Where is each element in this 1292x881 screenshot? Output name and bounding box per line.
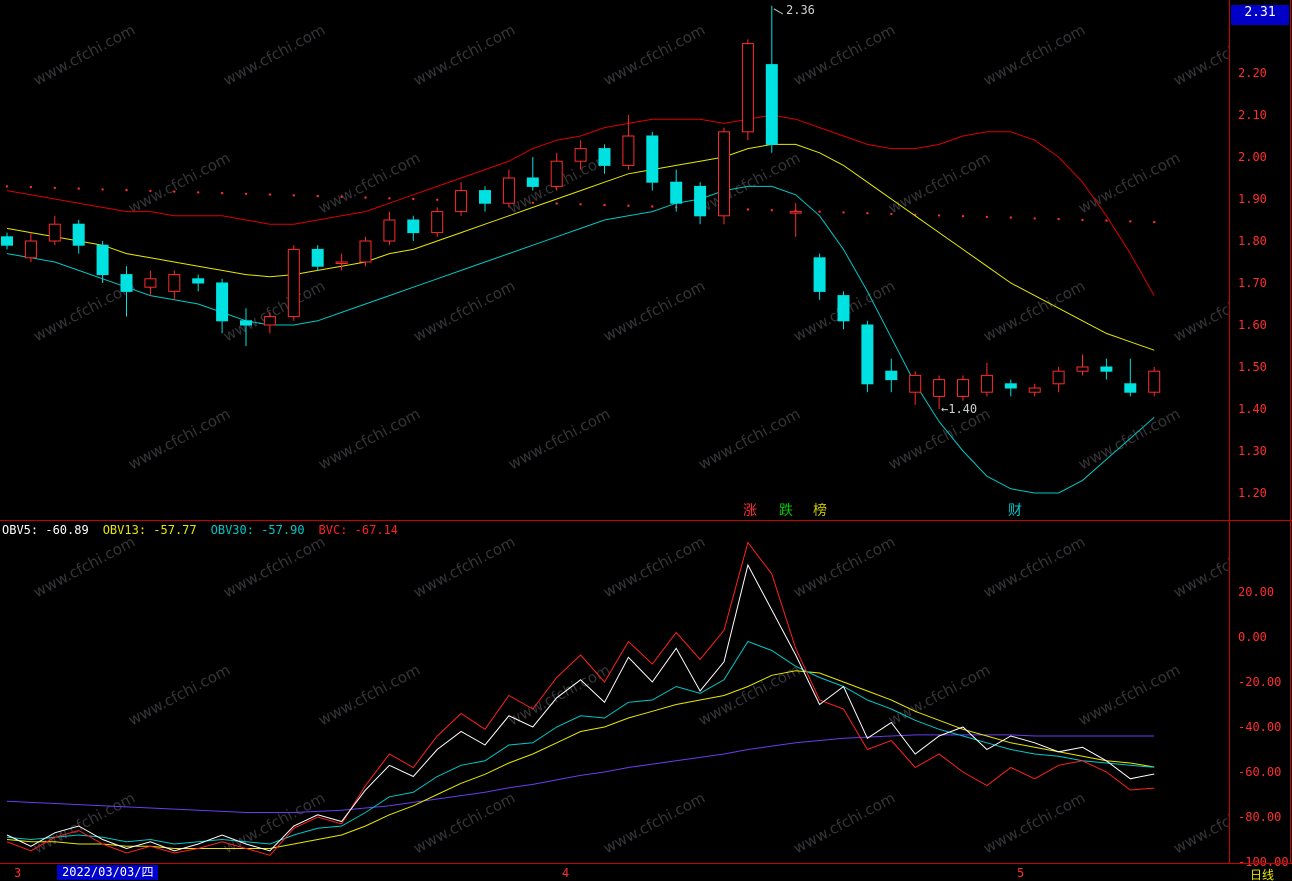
period-label[interactable]: 日线	[1250, 868, 1275, 881]
selected-date-chip[interactable]: 2022/03/03/四	[57, 865, 159, 880]
frame-line-vertical-right	[1290, 0, 1291, 863]
axis-tick-label: 2.10	[1238, 108, 1267, 122]
axis-tick-label: 2.00	[1238, 150, 1267, 164]
axis-tick-label: 1.20	[1238, 486, 1267, 500]
obv-legend-item: OBV13: -57.77	[102, 523, 197, 537]
frame-line-panel-divider	[0, 520, 1292, 521]
link-finance[interactable]: 财	[1008, 503, 1022, 519]
high-price-annotation: 2.36	[786, 3, 815, 17]
date-axis-bar: 3 2022/03/03/四 4 5 日线	[0, 864, 1292, 881]
obv-series-OBV5	[6, 563, 1155, 852]
quick-links-bar: 涨 跌 榜 财	[0, 502, 1229, 520]
frame-line-date-axis	[0, 863, 1292, 864]
latest-price-tag: 2.31	[1231, 5, 1289, 25]
axis-tick-label: 1.30	[1238, 444, 1267, 458]
month-label-3: 3	[14, 866, 22, 880]
high-annotation-pointer	[773, 8, 784, 15]
obv-series-OBV30	[6, 640, 1155, 845]
obv-chart-canvas[interactable]	[0, 521, 1229, 863]
axis-tick-label: -80.00	[1238, 810, 1282, 824]
axis-tick-label: -60.00	[1238, 765, 1282, 779]
boll-mid-line	[6, 143, 1155, 351]
boll-lower-line	[6, 185, 1155, 494]
month-label-5: 5	[1017, 866, 1025, 880]
link-gainers[interactable]: 涨	[743, 503, 757, 519]
month-label-4: 4	[562, 866, 570, 880]
obv-series-unlabeled-purple	[6, 734, 1155, 813]
axis-tick-label: 1.60	[1238, 318, 1267, 332]
frame-line-vertical	[1229, 0, 1230, 863]
axis-tick-label: 20.00	[1238, 585, 1275, 599]
candles-group	[1, 5, 1161, 409]
axis-tick-label: -20.00	[1238, 675, 1282, 689]
obv-series-BVC	[6, 541, 1155, 856]
axis-tick-label: -100.00	[1238, 855, 1289, 869]
low-price-annotation: ←1.40	[941, 402, 978, 416]
axis-tick-label: 0.00	[1238, 630, 1267, 644]
obv-legend-item: BVC: -67.14	[318, 523, 399, 537]
axis-tick-label: 1.40	[1238, 402, 1267, 416]
obv-legend-item: OBV5: -60.89	[2, 523, 89, 537]
obv-value-axis: 20.00 0.00 -20.00 -40.00 -60.00 -80.00 -100.00	[1230, 521, 1292, 869]
link-ranking[interactable]: 榜	[813, 503, 827, 519]
kline-chart-canvas[interactable]	[0, 0, 1229, 503]
obv-series-OBV13	[6, 670, 1155, 849]
axis-tick-label: 1.80	[1238, 234, 1267, 248]
boll-upper-line	[6, 114, 1155, 296]
price-axis: 2.20 2.10 2.00 1.90 1.80 1.70 1.60 1.50 1.40 1.30…	[1230, 0, 1292, 520]
obv-indicator-legend: OBV5: -60.89 OBV13: -57.77 OBV30: -57.90 BV…	[2, 523, 398, 537]
axis-tick-label: 1.90	[1238, 192, 1267, 206]
link-losers[interactable]: 跌	[779, 503, 793, 519]
obv-legend-item: OBV30: -57.90	[210, 523, 305, 537]
axis-tick-label: 2.20	[1238, 66, 1267, 80]
axis-tick-label: 1.50	[1238, 360, 1267, 374]
dotted-trend-line	[5, 185, 1156, 224]
axis-tick-label: 1.70	[1238, 276, 1267, 290]
axis-tick-label: -40.00	[1238, 720, 1282, 734]
